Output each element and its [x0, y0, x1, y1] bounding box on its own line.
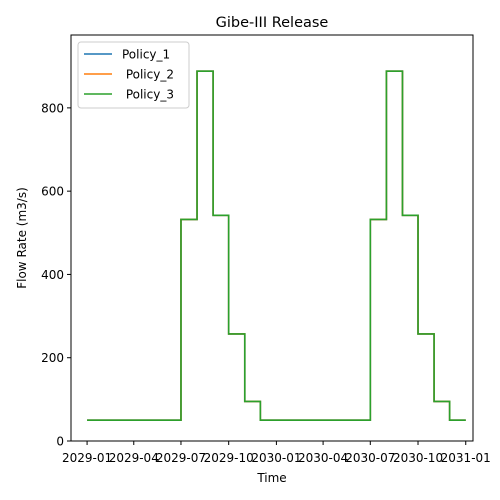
- chart-title: Gibe-III Release: [216, 15, 329, 31]
- y-tick-label: 400: [41, 268, 64, 282]
- legend: Policy_1 Policy_2 Policy_3: [77, 41, 190, 109]
- x-tick-label: 2029-01: [62, 451, 112, 465]
- y-axis: 0 200 400 600 800: [41, 101, 71, 449]
- y-tick-label: 600: [41, 185, 64, 199]
- x-axis: 2029-012029-042029-072029-102030-012030-…: [62, 441, 491, 465]
- legend-label-2: Policy_2: [122, 68, 174, 82]
- y-tick-label: 800: [41, 101, 64, 115]
- series-line-1: [87, 70, 466, 421]
- plot-frame: [70, 34, 474, 442]
- series-layer: [87, 70, 466, 421]
- y-tick-label: 200: [41, 351, 64, 365]
- y-axis-label: Flow Rate (m3/s): [15, 187, 29, 289]
- x-tick-label: 2029-04: [109, 451, 159, 465]
- x-tick-label: 2030-07: [345, 451, 395, 465]
- series-line-2: [87, 70, 466, 421]
- x-tick-label: 2031-01: [441, 451, 491, 465]
- legend-box: [77, 41, 190, 109]
- x-tick-label: 2030-01: [251, 451, 301, 465]
- y-tick-label: 0: [56, 435, 64, 449]
- series-line-3: [87, 70, 466, 421]
- x-tick-label: 2030-04: [298, 451, 348, 465]
- x-tick-label: 2030-10: [393, 451, 443, 465]
- x-tick-label: 2029-07: [156, 451, 206, 465]
- x-tick-label: 2029-10: [204, 451, 254, 465]
- legend-label-3: Policy_3: [122, 88, 174, 102]
- x-axis-label: Time: [256, 471, 286, 485]
- legend-label-1: Policy_1: [122, 48, 170, 62]
